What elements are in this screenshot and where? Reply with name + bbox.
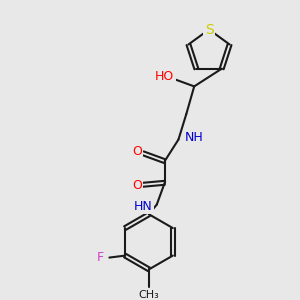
Text: O: O bbox=[132, 179, 142, 192]
Text: F: F bbox=[97, 251, 104, 264]
Text: HO: HO bbox=[155, 70, 174, 83]
Text: HN: HN bbox=[134, 200, 152, 213]
Text: S: S bbox=[205, 22, 213, 37]
Text: O: O bbox=[132, 145, 142, 158]
Text: CH₃: CH₃ bbox=[139, 290, 159, 300]
Text: NH: NH bbox=[185, 131, 204, 144]
